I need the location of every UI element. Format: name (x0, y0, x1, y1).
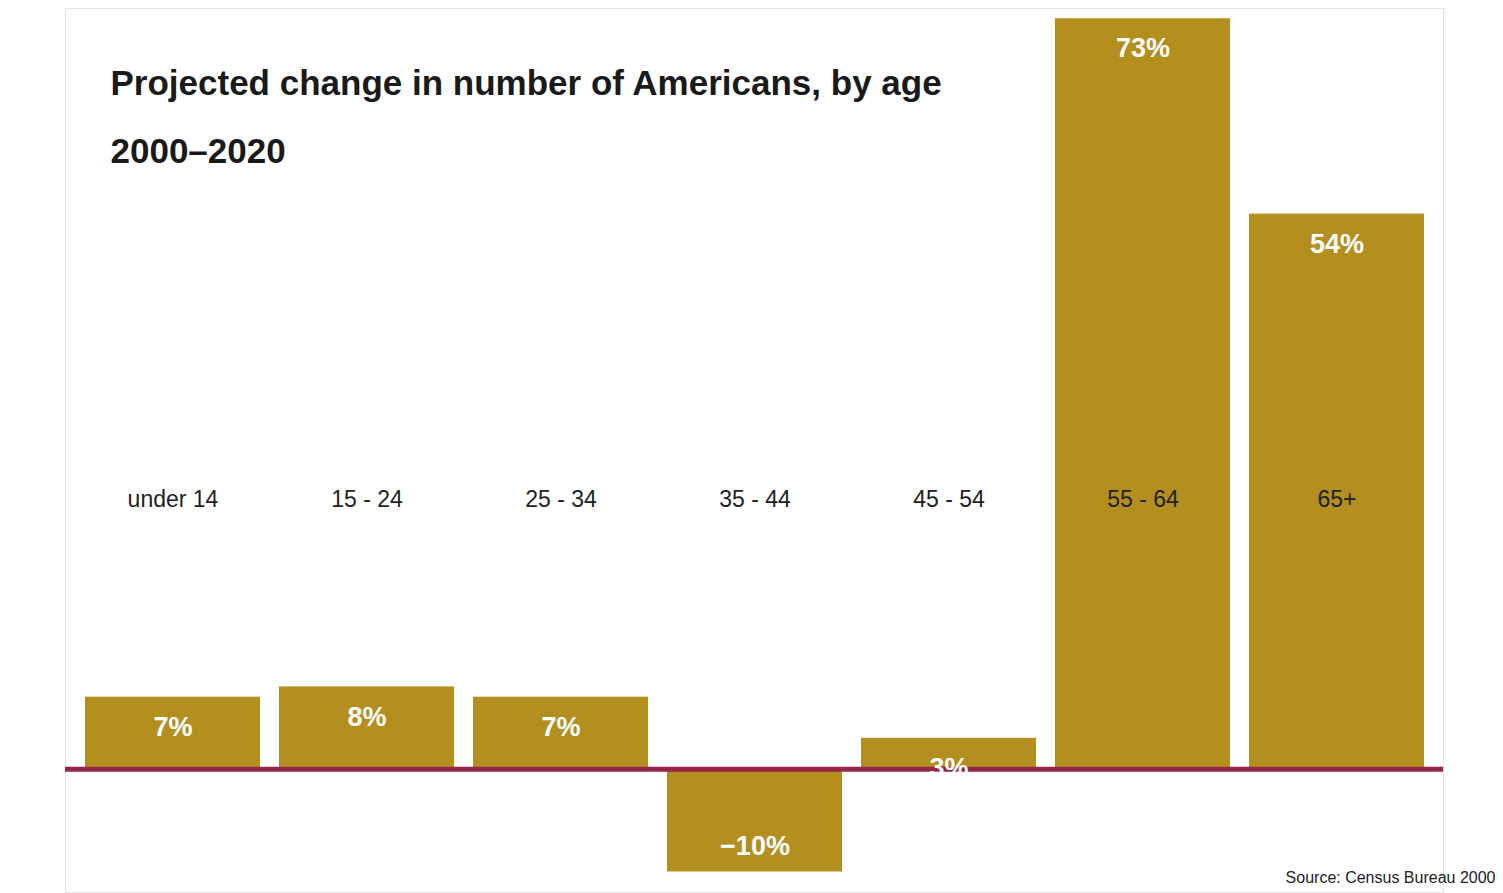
svg-text:Source: Census Bureau 2000: Source: Census Bureau 2000 (1286, 869, 1496, 886)
svg-text:3%: 3% (929, 753, 968, 783)
svg-text:−10%: −10% (720, 831, 790, 861)
svg-text:Projected change in number of: Projected change in number of Americans,… (111, 63, 942, 102)
svg-text:54%: 54% (1310, 229, 1364, 259)
svg-text:15 - 24: 15 - 24 (331, 486, 403, 512)
svg-text:under 14: under 14 (128, 486, 219, 512)
svg-text:25 - 34: 25 - 34 (525, 486, 597, 512)
svg-text:2000–2020: 2000–2020 (111, 131, 286, 170)
svg-text:7%: 7% (541, 712, 580, 742)
svg-text:45 - 54: 45 - 54 (913, 486, 985, 512)
svg-text:65+: 65+ (1317, 486, 1356, 512)
svg-text:73%: 73% (1116, 33, 1170, 63)
svg-text:35 - 44: 35 - 44 (719, 486, 791, 512)
svg-text:7%: 7% (153, 712, 192, 742)
svg-text:55 - 64: 55 - 64 (1107, 486, 1179, 512)
svg-text:8%: 8% (347, 702, 386, 732)
